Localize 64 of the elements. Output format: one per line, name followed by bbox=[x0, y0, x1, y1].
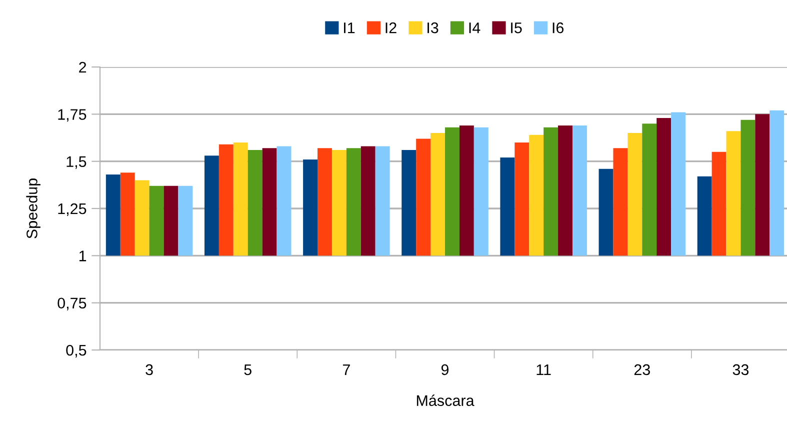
bar bbox=[360, 146, 376, 256]
legend-label: I3 bbox=[428, 22, 438, 34]
bar bbox=[375, 146, 390, 256]
x-axis-title: Máscara bbox=[416, 394, 474, 406]
bar bbox=[726, 131, 741, 256]
y-tick-label: 0,5 bbox=[66, 344, 86, 358]
bar bbox=[262, 148, 277, 256]
x-tick-label: 23 bbox=[634, 364, 650, 376]
bar bbox=[642, 124, 657, 256]
bar bbox=[770, 110, 784, 256]
bar bbox=[178, 186, 193, 256]
bar bbox=[558, 125, 572, 256]
bar bbox=[514, 142, 530, 256]
bar bbox=[459, 125, 474, 256]
bar bbox=[402, 150, 416, 256]
bar bbox=[164, 186, 178, 256]
bar bbox=[445, 127, 460, 256]
legend-label: I1 bbox=[344, 22, 355, 34]
bar bbox=[149, 186, 164, 256]
legend-label: I4 bbox=[469, 22, 480, 34]
bar bbox=[134, 180, 150, 256]
bar bbox=[430, 133, 445, 256]
x-tick-label: 33 bbox=[732, 364, 749, 376]
y-tick-label: 1,75 bbox=[58, 109, 86, 122]
bar bbox=[106, 174, 120, 256]
bar bbox=[671, 112, 686, 256]
x-tick-label: 5 bbox=[244, 364, 252, 376]
bar bbox=[656, 118, 672, 256]
y-axis-title: Speedup bbox=[26, 178, 40, 238]
legend-label: I5 bbox=[511, 22, 522, 34]
bar bbox=[233, 142, 248, 256]
legend-label: I6 bbox=[552, 22, 564, 34]
bar bbox=[218, 144, 234, 256]
x-tick-label: 3 bbox=[146, 364, 153, 376]
y-tick-label: 1 bbox=[79, 250, 86, 262]
bar bbox=[529, 134, 544, 256]
bar bbox=[500, 158, 515, 256]
bar bbox=[474, 127, 488, 256]
x-tick-label: 9 bbox=[441, 364, 449, 376]
bar bbox=[628, 133, 642, 256]
bar bbox=[598, 168, 614, 256]
bar bbox=[712, 152, 726, 256]
y-tick-label: 1,25 bbox=[58, 203, 86, 216]
y-tick-label: 2 bbox=[79, 62, 86, 73]
y-tick-label: 0,75 bbox=[58, 298, 86, 310]
legend-label: I2 bbox=[386, 22, 396, 34]
bar bbox=[697, 176, 712, 256]
bar bbox=[416, 138, 431, 256]
bar bbox=[120, 172, 135, 256]
bar bbox=[572, 125, 587, 256]
bar bbox=[613, 148, 628, 256]
bar bbox=[303, 159, 318, 256]
bar bbox=[248, 150, 262, 256]
bar bbox=[755, 114, 770, 256]
x-tick-label: 7 bbox=[342, 364, 350, 375]
bar bbox=[276, 146, 292, 256]
bar bbox=[332, 150, 346, 256]
bar bbox=[318, 148, 332, 256]
y-tick-label: 1,5 bbox=[66, 156, 86, 169]
bar bbox=[346, 148, 361, 256]
bar bbox=[740, 120, 756, 256]
bar bbox=[544, 127, 558, 256]
bar bbox=[204, 156, 219, 256]
x-tick-label: 11 bbox=[536, 364, 551, 375]
